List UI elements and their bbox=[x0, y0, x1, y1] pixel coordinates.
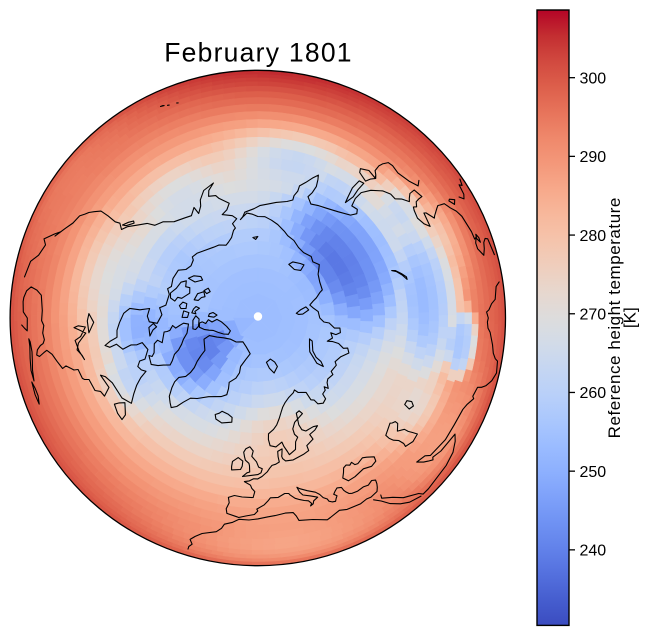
svg-text:240: 240 bbox=[580, 543, 607, 560]
svg-text:Reference height temperature: Reference height temperature bbox=[605, 197, 624, 438]
svg-text:300: 300 bbox=[580, 70, 607, 87]
svg-text:260: 260 bbox=[580, 385, 607, 402]
svg-text:290: 290 bbox=[580, 149, 607, 166]
svg-text:[K]: [K] bbox=[621, 307, 640, 328]
svg-text:250: 250 bbox=[580, 464, 607, 481]
svg-text:280: 280 bbox=[580, 228, 607, 245]
svg-text:February 1801: February 1801 bbox=[164, 38, 353, 68]
svg-text:270: 270 bbox=[580, 306, 607, 323]
